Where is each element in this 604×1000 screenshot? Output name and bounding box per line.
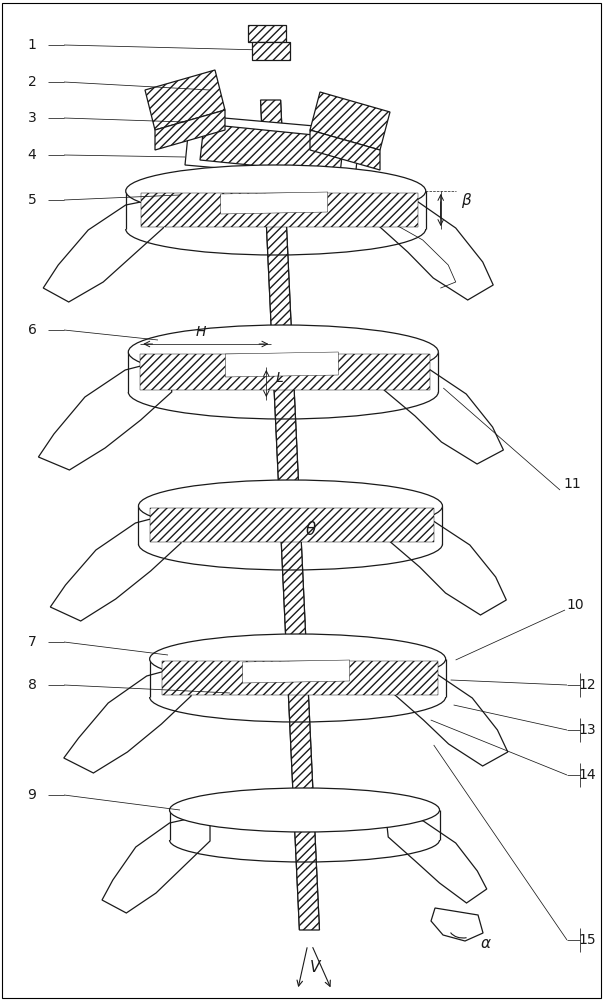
Text: 2: 2 <box>28 75 36 89</box>
Ellipse shape <box>128 325 439 379</box>
Text: H: H <box>196 325 206 339</box>
Polygon shape <box>64 664 191 773</box>
Text: 11: 11 <box>563 477 581 491</box>
Polygon shape <box>200 124 344 174</box>
Polygon shape <box>155 110 225 150</box>
Polygon shape <box>260 100 320 930</box>
Text: β: β <box>461 192 471 208</box>
Text: θ: θ <box>306 521 315 539</box>
Text: 14: 14 <box>578 768 596 782</box>
Polygon shape <box>252 42 290 60</box>
Polygon shape <box>431 908 483 941</box>
Text: 13: 13 <box>578 723 596 737</box>
Text: 10: 10 <box>566 598 584 612</box>
Text: 3: 3 <box>28 111 36 125</box>
Text: V: V <box>309 960 320 974</box>
Polygon shape <box>225 352 338 377</box>
Text: 6: 6 <box>28 323 36 337</box>
Text: L: L <box>275 371 283 385</box>
Polygon shape <box>385 509 506 615</box>
Text: 9: 9 <box>28 788 36 802</box>
Polygon shape <box>310 92 390 150</box>
Polygon shape <box>379 356 503 464</box>
Text: 7: 7 <box>28 635 36 649</box>
Text: 4: 4 <box>28 148 36 162</box>
Ellipse shape <box>126 165 426 217</box>
Polygon shape <box>390 662 508 766</box>
Polygon shape <box>220 192 328 214</box>
Polygon shape <box>162 661 438 695</box>
Text: α: α <box>481 936 491 951</box>
Polygon shape <box>39 358 172 470</box>
Polygon shape <box>50 511 181 621</box>
Polygon shape <box>385 812 487 903</box>
Polygon shape <box>310 130 380 170</box>
Text: 12: 12 <box>578 678 596 692</box>
Ellipse shape <box>170 788 440 832</box>
Text: 15: 15 <box>578 933 596 947</box>
Polygon shape <box>102 814 210 913</box>
Polygon shape <box>150 508 434 542</box>
Polygon shape <box>185 115 360 180</box>
Ellipse shape <box>150 634 446 684</box>
Text: 1: 1 <box>28 38 36 52</box>
Polygon shape <box>141 193 418 227</box>
Text: 8: 8 <box>28 678 36 692</box>
Text: 5: 5 <box>28 193 36 207</box>
Polygon shape <box>145 70 225 130</box>
Polygon shape <box>243 660 350 683</box>
Polygon shape <box>373 194 493 300</box>
Polygon shape <box>43 196 171 302</box>
Polygon shape <box>248 25 286 42</box>
Ellipse shape <box>138 480 443 532</box>
Polygon shape <box>140 354 430 390</box>
